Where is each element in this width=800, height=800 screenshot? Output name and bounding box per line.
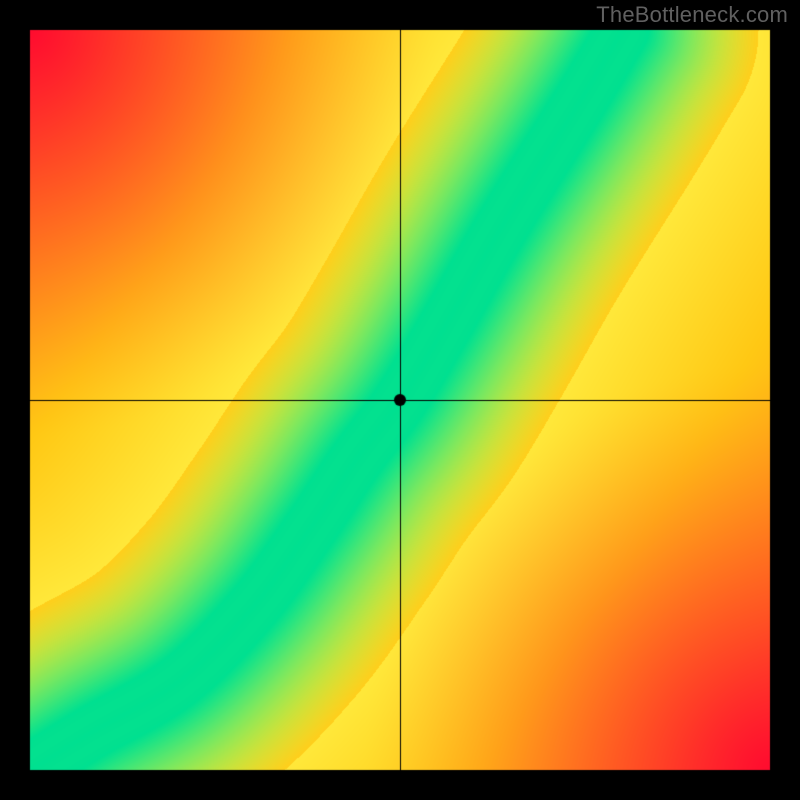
chart-stage: { "watermark": { "text": "TheBottleneck.… — [0, 0, 800, 800]
bottleneck-heatmap — [0, 0, 800, 800]
watermark-text: TheBottleneck.com — [596, 2, 788, 28]
